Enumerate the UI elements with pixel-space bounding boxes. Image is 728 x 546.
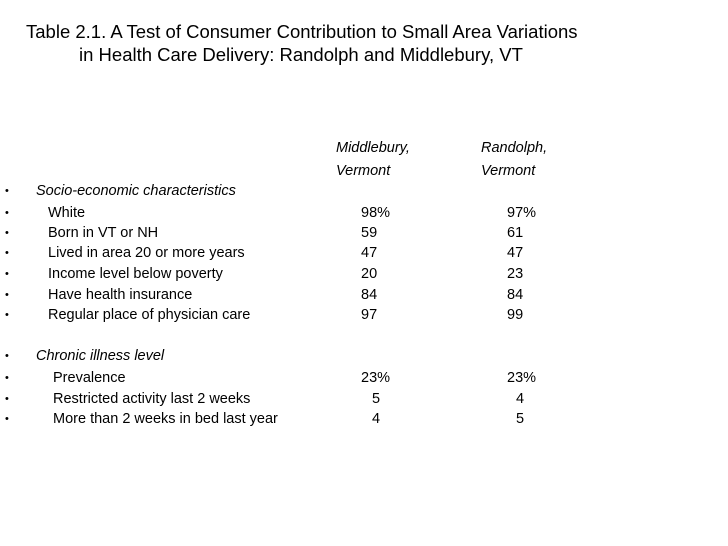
- column-header-randolph: Randolph, Vermont: [481, 138, 547, 181]
- bullet: •: [5, 309, 9, 321]
- bullet: •: [5, 207, 9, 219]
- table-row: • Regular place of physician care 97 99: [0, 305, 728, 325]
- row-label: Restricted activity last 2 weeks: [53, 391, 251, 407]
- randolph-value: 84: [507, 287, 524, 303]
- title-line-1: Table 2.1. A Test of Consumer Contributi…: [26, 21, 578, 42]
- table-row: • Have health insurance 84 84: [0, 285, 728, 305]
- table-row: • White 98% 97%: [0, 203, 728, 223]
- bullet: •: [5, 372, 9, 384]
- bullet: •: [5, 185, 9, 197]
- middlebury-value: 4: [372, 411, 381, 427]
- table-row: • Lived in area 20 or more years 47 47: [0, 243, 728, 263]
- randolph-value: 23%: [507, 370, 537, 386]
- randolph-value: 61: [507, 225, 524, 241]
- section-label: Chronic illness level: [36, 348, 165, 364]
- column-header-randolph-line2: Vermont: [481, 163, 536, 179]
- row-label: Born in VT or NH: [48, 225, 159, 241]
- title-line-2: in Health Care Delivery: Randolph and Mi…: [79, 44, 523, 65]
- column-header-middlebury-line2: Vermont: [336, 163, 391, 179]
- bullet: •: [5, 350, 9, 362]
- section-header-chronic-illness: • Chronic illness level: [0, 346, 728, 366]
- bullet: •: [5, 268, 9, 280]
- middlebury-value: 5: [372, 391, 381, 407]
- middlebury-value: 84: [361, 287, 378, 303]
- middlebury-value: 59: [361, 225, 378, 241]
- section-header-socio-economic: • Socio-economic characteristics: [0, 181, 728, 201]
- table-row: • Income level below poverty 20 23: [0, 264, 728, 284]
- middlebury-value: 23%: [361, 370, 391, 386]
- randolph-value: 23: [507, 266, 524, 282]
- table-row: • Prevalence 23% 23%: [0, 368, 728, 388]
- middlebury-value: 47: [361, 245, 378, 261]
- section-label: Socio-economic characteristics: [36, 183, 236, 199]
- row-label: More than 2 weeks in bed last year: [53, 411, 278, 427]
- bullet: •: [5, 413, 9, 425]
- bullet: •: [5, 247, 9, 259]
- bullet: •: [5, 227, 9, 239]
- randolph-value: 99: [507, 307, 524, 323]
- table-row: • More than 2 weeks in bed last year 4 5: [0, 409, 728, 429]
- randolph-value: 47: [507, 245, 524, 261]
- randolph-value: 5: [516, 411, 525, 427]
- column-header-middlebury-line1: Middlebury,: [336, 140, 410, 156]
- bullet: •: [5, 393, 9, 405]
- column-header-middlebury: Middlebury, Vermont: [336, 138, 410, 181]
- row-label: Regular place of physician care: [48, 307, 251, 323]
- row-label: Prevalence: [53, 370, 126, 386]
- table-row: • Restricted activity last 2 weeks 5 4: [0, 389, 728, 409]
- table-row: • Born in VT or NH 59 61: [0, 223, 728, 243]
- row-label: Lived in area 20 or more years: [48, 245, 245, 261]
- bullet: •: [5, 289, 9, 301]
- row-label: Have health insurance: [48, 287, 193, 303]
- row-label: Income level below poverty: [48, 266, 223, 282]
- randolph-value: 97%: [507, 205, 537, 221]
- middlebury-value: 20: [361, 266, 378, 282]
- middlebury-value: 97: [361, 307, 378, 323]
- row-label: White: [48, 205, 86, 221]
- randolph-value: 4: [516, 391, 525, 407]
- middlebury-value: 98%: [361, 205, 391, 221]
- column-header-randolph-line1: Randolph,: [481, 140, 548, 156]
